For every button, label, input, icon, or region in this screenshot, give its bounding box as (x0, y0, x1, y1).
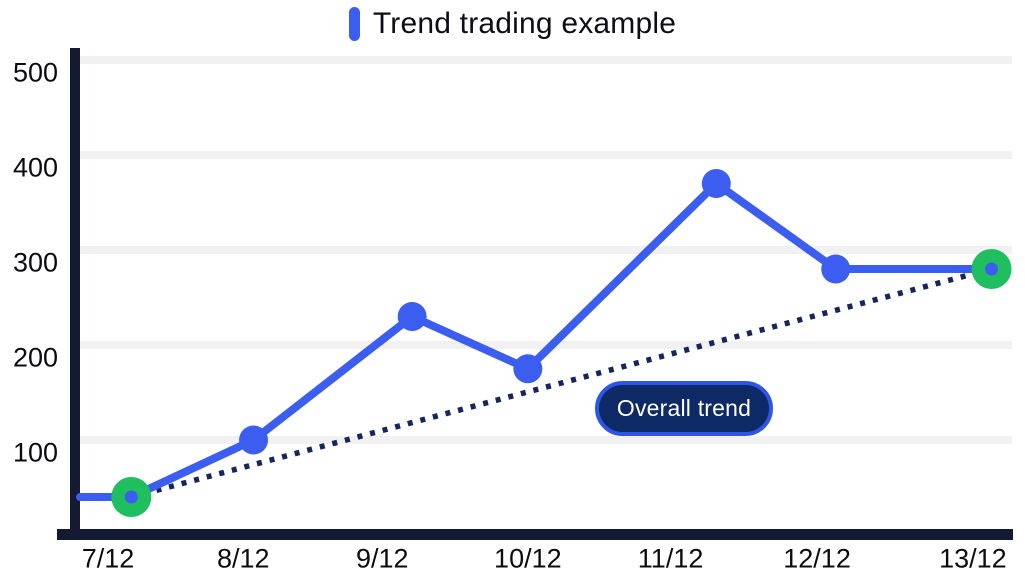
x-axis-line (57, 529, 1013, 540)
y-tick-label: 300 (13, 247, 58, 277)
y-tick-label: 500 (13, 57, 58, 87)
overall-trend-badge: Overall trend (595, 381, 773, 436)
x-tick-label: 12/12 (783, 543, 851, 573)
endpoint-marker-dot (985, 262, 999, 276)
overall-trend-dotted-line (130, 266, 993, 500)
y-axis-line (70, 48, 80, 540)
y-tick-label: 100 (13, 437, 58, 467)
x-tick-label: 11/12 (638, 543, 704, 573)
endpoint-marker-dot (124, 490, 138, 504)
x-tick-label: 13/12 (939, 543, 1007, 573)
x-tick-label: 9/12 (356, 543, 409, 573)
data-point-marker (701, 169, 731, 198)
x-tick-label: 10/12 (494, 543, 562, 573)
data-point-marker (821, 254, 851, 284)
x-tick-label: 8/12 (217, 543, 270, 573)
data-point-marker (397, 302, 427, 331)
price-line (76, 179, 996, 501)
data-point-marker (239, 425, 269, 455)
y-tick-label: 400 (13, 152, 58, 182)
y-tick-label: 200 (13, 342, 58, 372)
x-tick-label: 7/12 (82, 543, 135, 573)
data-point-marker (513, 354, 543, 384)
